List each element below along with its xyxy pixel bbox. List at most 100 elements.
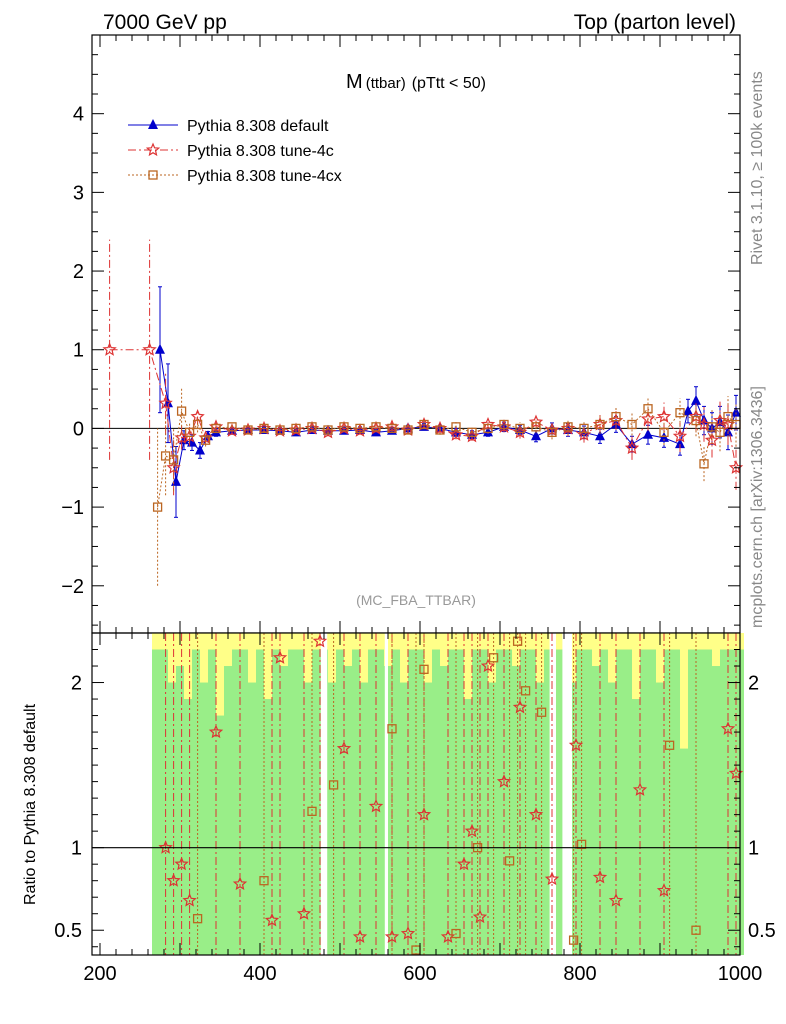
ratio-point [368, 798, 384, 813]
band-inner [344, 666, 352, 955]
data-point [683, 405, 693, 416]
y-tick-label: 2 [73, 261, 84, 283]
band-inner [704, 649, 712, 955]
data-point [531, 430, 541, 441]
ratio-y-tick-label: 2 [71, 673, 82, 695]
ratio-y-tick-label-right: 1 [748, 838, 759, 860]
data-point [483, 423, 493, 434]
y-tick-label: −2 [61, 576, 84, 598]
band-inner [640, 649, 648, 955]
ratio-y-tick-label: 0.5 [54, 920, 82, 942]
data-point [627, 419, 637, 430]
legend-label: Pythia 8.308 tune-4c [187, 143, 334, 160]
ratio-point [664, 740, 675, 750]
ratio-point [182, 892, 197, 907]
band-inner [368, 649, 376, 955]
band-inner [520, 649, 528, 955]
data-point [419, 419, 429, 430]
band-inner [200, 682, 208, 955]
band-inner [216, 715, 224, 955]
ratio-point [656, 883, 672, 897]
ratio-point [576, 839, 587, 850]
band-inner [472, 649, 480, 955]
legend-marker [145, 142, 161, 157]
x-tick-label: 800 [563, 963, 596, 985]
ratio-point [504, 856, 515, 866]
main-plot-title: M (ttbar) (pTtt < 50) [346, 71, 486, 93]
ratio-point [536, 707, 547, 717]
band-inner [304, 682, 312, 955]
series-tune-4cx [152, 387, 741, 586]
ratio-point [158, 840, 173, 854]
ratio-point [592, 869, 608, 884]
legend-marker [148, 119, 158, 129]
series-default [155, 286, 741, 518]
band-inner [288, 649, 296, 955]
y-tick-label: 1 [73, 340, 84, 362]
ratio-series-tune-4cx [192, 633, 701, 955]
band-inner [448, 649, 456, 955]
main-x-ticks [99, 35, 741, 633]
y-tick-label: 3 [73, 182, 84, 204]
band-inner [696, 649, 704, 955]
band-inner [664, 649, 672, 955]
title-cut: (pTtt < 50) [412, 75, 486, 92]
band-inner [456, 649, 464, 955]
band-inner [576, 649, 584, 955]
ratio-point [387, 724, 397, 734]
process-label: Top (parton level) [574, 11, 736, 34]
band-inner [400, 682, 408, 955]
band-inner [480, 649, 488, 955]
series-line [109, 349, 737, 468]
band-inner [688, 649, 696, 955]
band-inner [352, 649, 360, 955]
x-tick-label: 200 [83, 963, 116, 985]
data-point [211, 423, 221, 434]
data-point [731, 406, 741, 417]
data-point [291, 423, 301, 434]
band-inner [176, 666, 184, 955]
legend-marker [148, 170, 158, 180]
band-inner [720, 649, 728, 955]
band-inner [232, 649, 240, 955]
ratio-point [544, 871, 560, 886]
band-inner [608, 682, 616, 955]
ratio-point [166, 873, 181, 887]
ratio-point [307, 806, 317, 816]
data-point [158, 395, 173, 410]
band-inner [168, 682, 176, 955]
rivet-label: Rivet 3.1.10, ≥ 100k events [749, 71, 766, 265]
band-inner [528, 649, 536, 955]
data-point [307, 422, 317, 432]
data-point [659, 427, 669, 438]
ratio-plot-frame [91, 632, 741, 956]
data-point [142, 342, 157, 356]
data-point [691, 415, 701, 426]
data-point [451, 422, 461, 432]
main-plot-content [92, 239, 744, 586]
ratio-point [400, 925, 416, 940]
band-inner [504, 649, 512, 955]
data-point [243, 425, 253, 435]
ratio-point [174, 856, 189, 871]
band-inner [272, 649, 280, 955]
ratio-y-tick-label-right: 0.5 [748, 920, 776, 942]
band-gap [384, 633, 388, 955]
ratio-point [568, 935, 579, 945]
data-point [595, 430, 605, 441]
data-point [643, 404, 653, 414]
band-inner [184, 699, 192, 955]
ratio-point [568, 737, 584, 752]
band-inner [208, 649, 216, 955]
legend-entry: Pythia 8.308 default [128, 118, 329, 135]
data-point [227, 422, 237, 432]
data-point [323, 425, 333, 435]
y-tick-label: 4 [73, 104, 84, 126]
data-point [643, 428, 653, 439]
band-inner [416, 649, 424, 955]
band-inner [600, 649, 608, 955]
ratio-point [192, 914, 203, 924]
ratio-point [720, 721, 736, 735]
ratio-point [296, 906, 312, 920]
data-point [675, 408, 685, 418]
